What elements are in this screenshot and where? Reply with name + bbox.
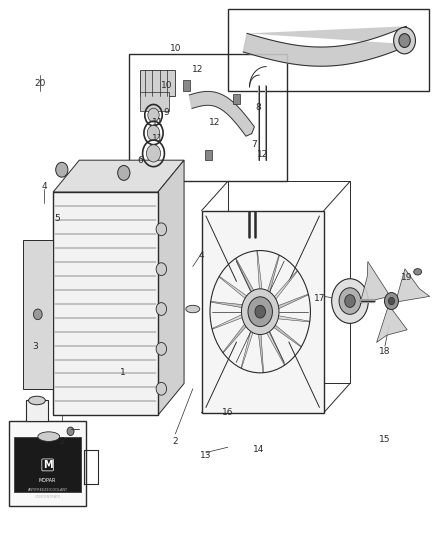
- Text: 3: 3: [33, 342, 39, 351]
- Text: 2: 2: [59, 438, 65, 447]
- Polygon shape: [397, 269, 430, 302]
- Polygon shape: [360, 262, 389, 303]
- Bar: [14, 437, 81, 492]
- Text: 10: 10: [170, 44, 181, 53]
- Circle shape: [147, 125, 160, 141]
- Ellipse shape: [414, 269, 422, 275]
- Bar: [183, 80, 190, 91]
- Circle shape: [156, 382, 166, 395]
- Text: 14: 14: [253, 446, 264, 455]
- Text: 12: 12: [209, 118, 220, 127]
- Text: 11: 11: [152, 118, 164, 127]
- Text: 10: 10: [161, 81, 173, 90]
- Text: 6: 6: [138, 156, 143, 165]
- Text: 15: 15: [379, 435, 391, 444]
- Circle shape: [146, 145, 161, 162]
- Circle shape: [339, 288, 361, 314]
- Text: 18: 18: [379, 347, 391, 356]
- Polygon shape: [236, 258, 258, 298]
- Text: 5: 5: [55, 214, 60, 223]
- Polygon shape: [271, 314, 310, 322]
- Text: CONCENTRATE: CONCENTRATE: [35, 495, 61, 499]
- Polygon shape: [265, 255, 279, 300]
- Polygon shape: [22, 240, 53, 389]
- Ellipse shape: [38, 432, 60, 441]
- Circle shape: [345, 295, 355, 308]
- Polygon shape: [241, 324, 255, 368]
- Polygon shape: [268, 321, 301, 347]
- Text: M: M: [43, 460, 53, 470]
- Polygon shape: [223, 318, 251, 353]
- Text: 1: 1: [120, 368, 126, 377]
- Circle shape: [56, 163, 68, 177]
- Text: 11: 11: [152, 134, 164, 143]
- Polygon shape: [158, 160, 184, 415]
- Polygon shape: [258, 326, 264, 373]
- Polygon shape: [269, 270, 298, 305]
- Bar: [26, 400, 48, 421]
- Polygon shape: [53, 160, 184, 192]
- Polygon shape: [257, 251, 263, 297]
- Ellipse shape: [186, 305, 200, 313]
- Circle shape: [385, 293, 399, 310]
- Text: 19: 19: [401, 273, 413, 281]
- Text: 8: 8: [255, 102, 261, 111]
- Text: 9: 9: [164, 108, 170, 117]
- Circle shape: [156, 263, 166, 276]
- Text: 16: 16: [222, 408, 233, 417]
- Bar: [141, 92, 169, 111]
- Text: ANTIFREEZE/COOLANT: ANTIFREEZE/COOLANT: [28, 488, 68, 492]
- Polygon shape: [212, 312, 248, 329]
- Text: 13: 13: [200, 451, 212, 460]
- Polygon shape: [189, 92, 254, 136]
- Circle shape: [332, 279, 368, 324]
- Bar: [10, 421, 86, 506]
- Text: 7: 7: [251, 140, 257, 149]
- Circle shape: [148, 108, 159, 122]
- Bar: [233, 94, 240, 104]
- Bar: [141, 70, 175, 96]
- Circle shape: [156, 223, 166, 236]
- Circle shape: [389, 297, 395, 305]
- Circle shape: [156, 303, 166, 316]
- Polygon shape: [272, 294, 308, 312]
- Ellipse shape: [28, 396, 46, 405]
- Bar: [228, 9, 428, 91]
- Polygon shape: [211, 302, 249, 309]
- Circle shape: [67, 427, 74, 435]
- Circle shape: [118, 165, 130, 180]
- Bar: [53, 192, 158, 415]
- Polygon shape: [263, 325, 285, 365]
- Text: 20: 20: [34, 78, 46, 87]
- Polygon shape: [219, 276, 253, 303]
- Circle shape: [241, 289, 279, 335]
- Circle shape: [255, 305, 265, 318]
- Text: 12: 12: [191, 66, 203, 74]
- Text: 12: 12: [257, 150, 268, 159]
- Circle shape: [33, 309, 42, 320]
- Text: 4: 4: [199, 252, 205, 260]
- Circle shape: [156, 343, 166, 356]
- Bar: [201, 211, 324, 413]
- Text: MOPAR: MOPAR: [39, 478, 57, 483]
- Polygon shape: [377, 307, 407, 343]
- Circle shape: [394, 27, 416, 54]
- Text: 4: 4: [42, 182, 47, 191]
- Circle shape: [248, 297, 272, 327]
- Text: 17: 17: [314, 294, 325, 303]
- Circle shape: [399, 34, 410, 47]
- Text: 2: 2: [173, 438, 178, 447]
- Bar: [205, 150, 212, 160]
- Bar: [130, 54, 287, 181]
